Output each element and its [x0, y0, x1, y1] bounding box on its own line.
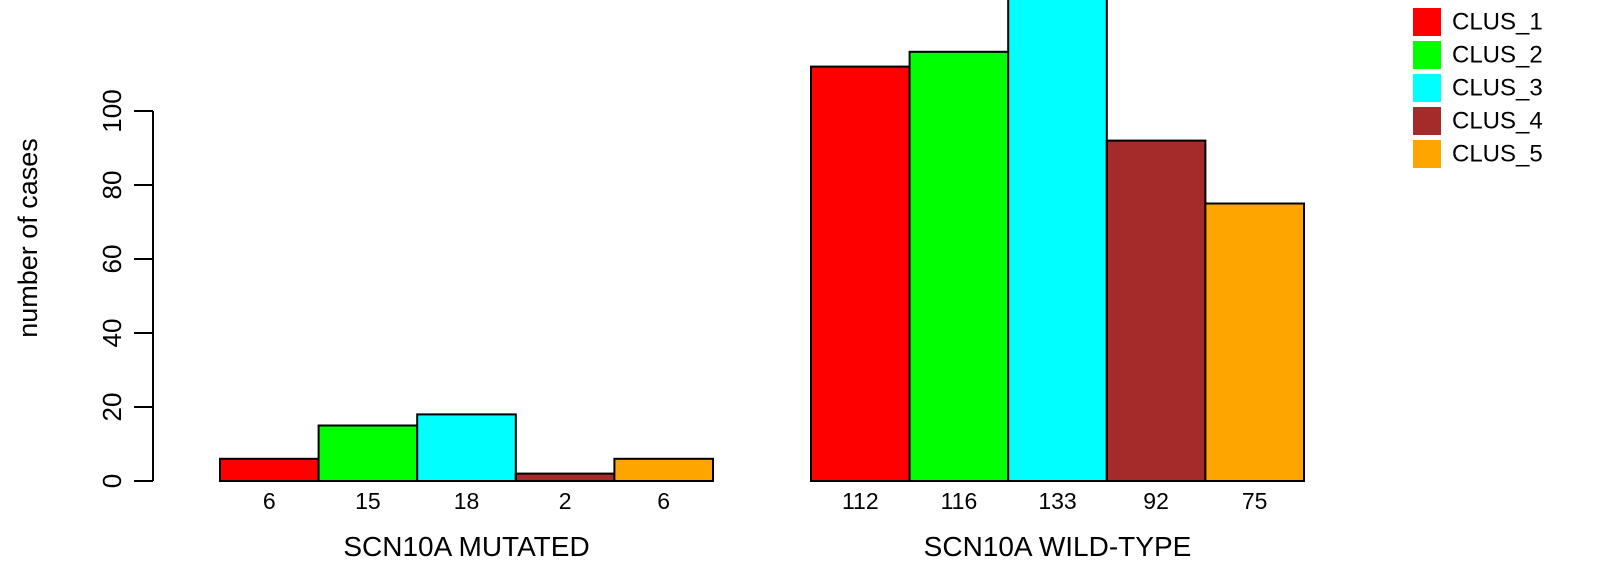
- y-tick-label: 80: [97, 171, 127, 200]
- bar-value-label: 75: [1242, 488, 1268, 514]
- bar: [416, 413, 517, 482]
- y-tick-label: 40: [97, 319, 127, 348]
- legend-swatch: [1413, 74, 1441, 102]
- bar: [1105, 139, 1207, 482]
- bar: [908, 50, 1010, 483]
- bar-value-label: 116: [941, 488, 978, 514]
- y-tick-label: 0: [97, 474, 127, 488]
- legend-label: CLUS_5: [1452, 141, 1543, 168]
- legend-swatch: [1413, 41, 1441, 69]
- bar: [317, 424, 419, 482]
- bar: [1007, 0, 1108, 483]
- bar-value-label: 133: [1038, 488, 1076, 514]
- bar: [613, 457, 715, 482]
- bar-value-label: 2: [559, 488, 572, 514]
- bar: [219, 457, 320, 482]
- y-tick-label: 60: [97, 245, 127, 274]
- bar-value-label: 112: [842, 488, 879, 514]
- legend-label: CLUS_1: [1452, 9, 1543, 36]
- legend-label: CLUS_4: [1452, 108, 1543, 135]
- bar: [810, 65, 911, 482]
- legend-swatch: [1413, 107, 1441, 135]
- y-axis-title: number of cases: [13, 138, 43, 338]
- bar-value-label: 15: [355, 488, 381, 514]
- group-label: SCN10A MUTATED: [343, 531, 589, 562]
- legend-label: CLUS_3: [1452, 75, 1543, 102]
- bar-value-label: 6: [657, 488, 670, 514]
- bar: [1204, 202, 1306, 482]
- group-label: SCN10A WILD-TYPE: [924, 531, 1192, 562]
- bar-value-label: 18: [454, 488, 480, 514]
- legend-label: CLUS_2: [1452, 42, 1543, 69]
- legend-swatch: [1413, 140, 1441, 168]
- y-tick-label: 20: [97, 393, 127, 422]
- legend-swatch: [1413, 8, 1441, 36]
- y-tick-label: 100: [97, 89, 127, 132]
- bar: [514, 472, 616, 483]
- bar-value-label: 6: [263, 488, 276, 514]
- bar-value-label: 92: [1143, 488, 1169, 514]
